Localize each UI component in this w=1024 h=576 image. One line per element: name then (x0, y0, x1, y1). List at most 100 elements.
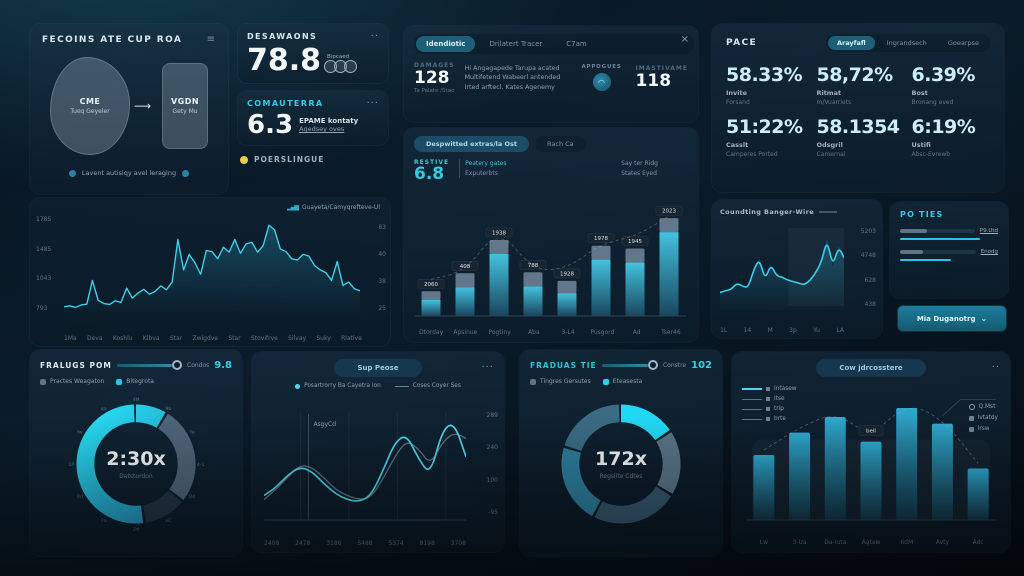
dot-icon (182, 169, 190, 177)
progress-label[interactable]: P9.Utd (979, 228, 998, 234)
axis-tick: 5488 (357, 540, 373, 547)
progress-label[interactable]: Enodg (980, 249, 998, 255)
gauge-a-donut-chart: 4M 9b Ya 4-1 B4 xC 2d 7a Rd 1P fw qa (68, 397, 205, 533)
x-axis: 1L 14 M 3p Yu LA (720, 327, 844, 334)
bottom-bars-chart: bell (746, 399, 996, 521)
svg-text:1928: 1928 (560, 271, 574, 277)
card-title: DESAWAONS (247, 32, 318, 41)
legend-dot (295, 383, 301, 389)
svg-text:qa: qa (101, 407, 107, 412)
axis-tick: 6dM (900, 539, 914, 546)
legend-line-icon (742, 388, 762, 390)
arrow-icon: ⟶ (134, 99, 152, 113)
axis-tick: 5203 (860, 228, 876, 235)
legend-line-icon (742, 418, 762, 420)
axis-tick: 1Ma (64, 335, 77, 342)
axis-tick: Star (169, 335, 183, 342)
axis-tick: Dtorday (419, 329, 444, 336)
avatar (344, 60, 358, 73)
axis-tick: Avty (935, 539, 950, 546)
mid-bars-panel: Despwitted extras/la Ost Rach Ca RESTIVE… (404, 128, 698, 342)
svg-text:1945: 1945 (628, 239, 642, 245)
stat-damages: DAMAGES 128 Ta Palate /Stao (414, 62, 455, 94)
tab-idendiotic[interactable]: Idendiotic (416, 36, 476, 52)
axis-tick: 40 (378, 251, 386, 258)
legend-line-icon (742, 408, 762, 410)
svg-text:2d: 2d (133, 527, 139, 533)
axis-tick: 8198 (419, 540, 435, 547)
legend-dot (116, 378, 123, 385)
chart-legend-left: Intasew Itse trip brte (742, 386, 797, 426)
progress-underline (900, 259, 951, 261)
badge-icon[interactable]: ◠ (592, 73, 611, 92)
progress-track[interactable] (900, 250, 976, 254)
panel-title: FECOINS ATE CUP ROA (42, 34, 183, 45)
chart-legend-right: Q.Mst Ivtatdy Irsw (968, 404, 998, 437)
axis-tick: 100 (486, 476, 498, 484)
kpi-cell: 58,72% Ritmat m/Vuarriets (816, 64, 893, 106)
restive-stat: RESTIVE 6.8 (414, 159, 450, 184)
progress-fill (900, 250, 923, 254)
tab-arayfafl[interactable]: Arayfafl (827, 36, 875, 50)
legend-line-icon (394, 385, 409, 387)
close-icon[interactable]: × (680, 34, 689, 45)
axis-tick: Star (228, 335, 241, 342)
gauge-b-panel: FRADUAS TIE Constre 102 Tingres Gersutes… (520, 350, 722, 556)
tab-goearpse[interactable]: Goearpse (947, 39, 979, 47)
tab-despwitted[interactable]: Despwitted extras/la Ost (414, 136, 530, 152)
axis-tick: 438 (864, 300, 876, 308)
stat-card-comauterra: COMAUTERRA ··· 6.3 EPAME kontaty Agedsey… (238, 91, 388, 145)
svg-text:AsgyCd: AsgyCd (313, 421, 336, 428)
menu-icon[interactable]: ·· (370, 31, 379, 42)
progress-track[interactable] (900, 229, 975, 233)
mia-duganotrg-button[interactable]: Mia Duganotrg ⌄ (898, 306, 1006, 331)
axis-tick: Da-Iuta (824, 539, 847, 546)
threshold-slider[interactable] (116, 359, 182, 371)
axis-tick: Agtew (861, 539, 881, 546)
axis-tick: 3-Ua (792, 539, 807, 546)
legend-square-icon (968, 415, 974, 421)
tab-drilatert[interactable]: Drilatert Tracer (489, 40, 543, 48)
slider-knob (647, 360, 658, 370)
y-axis: 5203 4748 628 438 (861, 228, 876, 308)
sup-peose-button[interactable]: Sup Peose (335, 360, 421, 376)
tab-bar: Arayfafl Ingrandsech Goearpse (825, 34, 990, 52)
flow-node-rect[interactable]: VGDN Gety Mu (162, 63, 208, 149)
axis-tick: LA (836, 327, 844, 334)
axis-tick: Apsinue (453, 329, 478, 336)
legend-dot (40, 378, 46, 385)
kpi-line2-link[interactable]: Agedsey oves (299, 125, 345, 133)
slider-knob (172, 360, 182, 370)
svg-text:1P: 1P (68, 462, 74, 468)
flow-node-blob[interactable]: CME Tueq Geyeler (50, 57, 130, 155)
tab-c7am[interactable]: C7am (566, 40, 587, 48)
panel-title: Coundting Banger-Wire (720, 208, 815, 216)
tab-rachca[interactable]: Rach Ca (535, 136, 586, 152)
svg-text:2060: 2060 (424, 282, 438, 288)
axis-tick: Yu (813, 327, 820, 334)
svg-text:4-1: 4-1 (197, 462, 205, 468)
svg-text:408: 408 (460, 264, 471, 270)
header-pill-button[interactable]: Cow jdrcosstere (817, 360, 925, 376)
threshold-slider[interactable] (601, 359, 658, 371)
menu-icon[interactable]: ··· (366, 98, 379, 109)
chart-legend: ▂▄▆ Guayeta/Camyqrefteve-Ul (287, 204, 380, 211)
menu-icon[interactable]: ≡ (206, 34, 216, 45)
kpi-cell: 51:22% Casslt Camperes Ported (726, 116, 803, 158)
axis-tick: 2478 (295, 540, 311, 547)
tab-bar: Idendiotic Drilatert Tracer C7am (414, 34, 694, 54)
chart-note: Say ter Ridg States Eyed (621, 160, 658, 177)
svg-text:9b: 9b (165, 406, 171, 412)
menu-icon[interactable]: ·· (991, 362, 1000, 373)
kpi-value: 78.8 (247, 43, 322, 78)
dot-icon (68, 169, 76, 177)
panel-title: FRALUGS POM (40, 360, 112, 370)
legend-square-icon (766, 407, 770, 411)
svg-text:fw: fw (77, 430, 83, 436)
menu-icon[interactable]: ··· (481, 362, 494, 373)
main-trend-panel: ▂▄▆ Guayeta/Camyqrefteve-Ul 1785 1485 1043… (30, 198, 390, 346)
panel-title: PO TIES (900, 210, 944, 219)
axis-tick: Suky (316, 335, 331, 342)
tab-ingrandsech[interactable]: Ingrandsech (886, 39, 927, 47)
